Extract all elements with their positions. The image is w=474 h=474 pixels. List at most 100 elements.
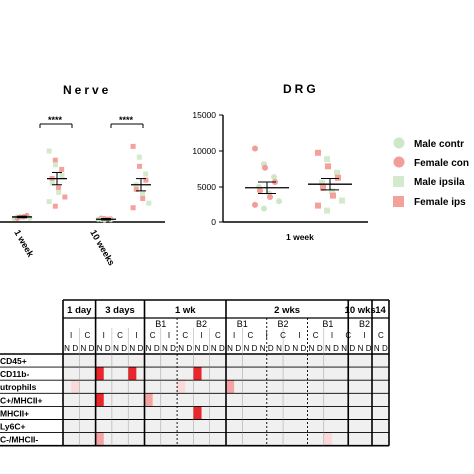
drg-point xyxy=(257,187,263,194)
heat-cell xyxy=(95,432,104,446)
table-row-label: Ly6C+ xyxy=(0,422,25,432)
table-row-label: CD11b- xyxy=(0,369,29,379)
table-nd-label: D xyxy=(186,344,192,353)
table-ic-label: I xyxy=(233,331,235,340)
table-ic-label: C xyxy=(215,331,221,340)
heat-cell xyxy=(144,393,153,407)
table-nd-label: N xyxy=(162,344,168,353)
nerve-panel: Nerve **** **** 1 week 10 weeks xyxy=(0,83,165,267)
table-row-label: C+/MHCII+ xyxy=(0,395,43,405)
nerve-point xyxy=(140,196,146,202)
table-nd-label: N xyxy=(129,344,135,353)
heat-cell xyxy=(193,406,202,420)
table-nd-label: D xyxy=(284,344,290,353)
table-nd-label: N xyxy=(341,344,347,353)
heat-cell xyxy=(193,367,202,381)
nerve-significance-bar-1: **** xyxy=(39,115,73,128)
nerve-point xyxy=(56,189,62,195)
drg-point xyxy=(329,188,335,195)
drg-point xyxy=(315,149,321,156)
nerve-point xyxy=(137,163,142,169)
table-batch-label: B2 xyxy=(196,319,207,329)
nerve-title: Nerve xyxy=(63,83,111,97)
immune-cell-table: 1 day 3 days 1 wk 2 wks 10 wks 14 B1 B2 B1 B2 B1 B2… xyxy=(0,299,390,447)
table-nd-label: N xyxy=(97,344,103,353)
table-ic-label: C xyxy=(345,331,351,340)
table-nd-label: N xyxy=(211,344,217,353)
drg-point xyxy=(334,169,340,176)
drg-point xyxy=(271,174,277,181)
table-nd-label: N xyxy=(227,344,233,353)
heat-cell xyxy=(323,432,332,446)
table-ic-label: I xyxy=(103,331,105,340)
table-batch-label: B1 xyxy=(237,319,248,329)
table-nd-label: N xyxy=(195,344,201,353)
drg-point xyxy=(315,202,321,209)
legend-marker-male-ipsilateral xyxy=(393,176,404,187)
table-nd-label: D xyxy=(268,344,274,353)
nerve-significance-2: **** xyxy=(119,115,134,125)
heat-cell xyxy=(128,367,137,381)
nerve-tick-label-1: 1 week xyxy=(12,228,36,259)
nerve-point xyxy=(49,180,55,186)
table-time-header: 2 wks xyxy=(274,305,300,316)
table-nd-label: D xyxy=(349,344,355,353)
heat-cell xyxy=(71,380,80,394)
table-nd-label: N xyxy=(374,344,380,353)
drg-point xyxy=(339,197,345,204)
nerve-significance-1: **** xyxy=(48,115,63,125)
table-nd-label: N xyxy=(146,344,152,353)
legend-marker-male-contralateral xyxy=(393,137,405,149)
table-ic-label: C xyxy=(378,331,384,340)
table-nd-label: D xyxy=(105,344,111,353)
drg-point xyxy=(320,184,326,191)
drg-point xyxy=(262,164,268,171)
drg-point xyxy=(325,163,331,170)
drg-point xyxy=(276,198,282,205)
drg-point xyxy=(252,201,258,208)
drg-marks xyxy=(245,145,352,214)
table-nd-label: D xyxy=(301,344,307,353)
table-row-label: CD45+ xyxy=(0,356,27,366)
table-nd-label: N xyxy=(80,344,86,353)
table-time-header: 10 wks xyxy=(345,305,376,316)
table-nd-label: N xyxy=(276,344,282,353)
table-nd-label: D xyxy=(235,344,241,353)
drg-y-tick-label: 10000 xyxy=(192,146,216,156)
table-ic-label: I xyxy=(200,331,202,340)
nerve-point xyxy=(143,177,149,183)
legend-marker-female-contralateral xyxy=(393,156,405,168)
table-ic-label: C xyxy=(280,331,286,340)
table-row-label: C-/MHCII- xyxy=(0,435,38,445)
drg-point xyxy=(324,207,330,214)
drg-point xyxy=(335,174,341,181)
legend-label-male-ipsilateral: Male ipsila xyxy=(414,177,465,188)
drg-panel: DRG 15000 10000 5000 0 1 week xyxy=(192,82,368,242)
table-nd-label: D xyxy=(72,344,78,353)
nerve-point xyxy=(130,205,136,211)
table-nd-label: N xyxy=(178,344,184,353)
nerve-point xyxy=(130,143,136,149)
table-ic-label: I xyxy=(363,331,365,340)
table-time-header: 1 wk xyxy=(175,305,196,316)
drg-y-tick-label: 15000 xyxy=(192,110,216,120)
table-ic-label: I xyxy=(168,331,170,340)
table-nd-label: D xyxy=(121,344,127,353)
nerve-point xyxy=(62,194,68,200)
legend: Male contr Female con Male ipsila Female… xyxy=(393,137,469,208)
nerve-point xyxy=(46,199,52,205)
nerve-point xyxy=(146,200,152,206)
heat-cell xyxy=(177,380,186,394)
table-ic-label: C xyxy=(150,331,156,340)
heat-cell xyxy=(95,367,104,381)
drg-point xyxy=(324,156,330,163)
table-nd-label: D xyxy=(333,344,339,353)
table-ic-label: C xyxy=(182,331,188,340)
table-nd-label: N xyxy=(243,344,249,353)
nerve-point xyxy=(46,148,52,154)
drg-point xyxy=(261,205,267,212)
table-ic-label: I xyxy=(70,331,72,340)
table-nd-label: D xyxy=(252,344,258,353)
nerve-point xyxy=(133,186,139,192)
table-ic-label: I xyxy=(331,331,333,340)
